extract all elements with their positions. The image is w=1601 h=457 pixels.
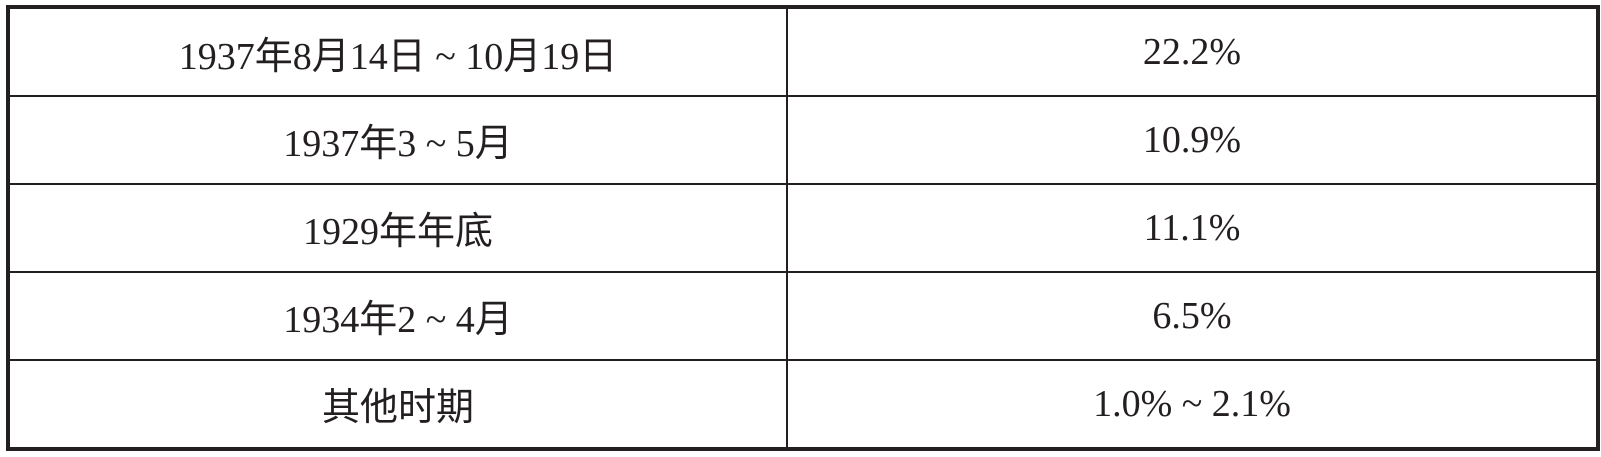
table-row: 1929年年底 11.1%: [7, 182, 1599, 273]
value-cell: 6.5%: [786, 270, 1599, 361]
period-cell: 1937年8月14日 ~ 10月19日: [7, 6, 788, 97]
table-row: 1937年8月14日 ~ 10月19日 22.2%: [7, 6, 1599, 97]
value-cell: 10.9%: [786, 95, 1599, 185]
table-row: 1934年2 ~ 4月 6.5%: [7, 270, 1599, 361]
value-cell: 11.1%: [786, 182, 1599, 273]
table-row: 1937年3 ~ 5月 10.9%: [7, 95, 1599, 185]
period-cell: 1937年3 ~ 5月: [7, 95, 788, 185]
period-cell: 其他时期: [7, 358, 788, 451]
value-cell: 22.2%: [786, 6, 1599, 97]
value-cell: 1.0% ~ 2.1%: [786, 358, 1599, 451]
period-cell: 1934年2 ~ 4月: [7, 270, 788, 361]
period-cell: 1929年年底: [7, 182, 788, 273]
data-table: 1937年8月14日 ~ 10月19日 22.2% 1937年3 ~ 5月 10…: [6, 5, 1600, 451]
table-row: 其他时期 1.0% ~ 2.1%: [7, 358, 1599, 451]
